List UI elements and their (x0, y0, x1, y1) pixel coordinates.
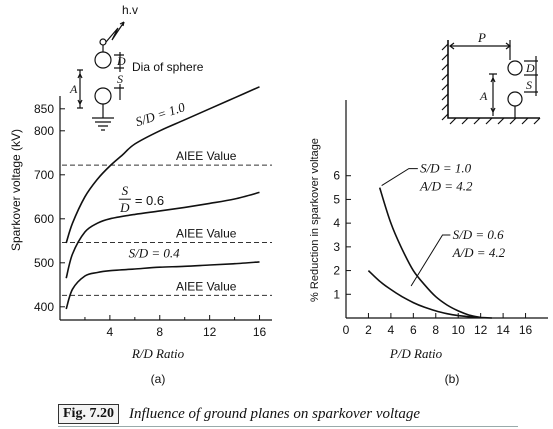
chart-a-label-fraction-den: D (119, 200, 130, 215)
chart-b-x-tick-label: 10 (452, 323, 466, 337)
p-label: P (477, 30, 486, 45)
chart-a-reference-label: AIEE Value (176, 227, 237, 241)
caption-text: Influence of ground planes on sparkover … (128, 405, 421, 422)
chart-a-series-line (65, 261, 260, 310)
chart-b-ylabel: % Reduction in sparkover voltage (309, 138, 321, 302)
chart-a-y-tick-label: 600 (34, 212, 54, 226)
figure-caption: Fig. 7.20 Influence of ground planes on … (58, 403, 420, 425)
chart-b-x-tick-label: 0 (343, 323, 350, 337)
chart-b-x-tick-label: 12 (474, 323, 488, 337)
chart-a-x-tick-label: 4 (107, 325, 114, 339)
panel-b-label: (b) (445, 372, 460, 386)
chart-a-x-tick-label: 8 (156, 325, 163, 339)
dimension-a-arrows (77, 73, 83, 105)
figure-canvas: h.v Dia of sphere D S A 400 500 600 700 800 8… (9, 3, 548, 386)
lower-sphere (94, 87, 112, 105)
chart-a-reference-label: AIEE Value (176, 279, 237, 293)
chart-b-y-tick-label: 1 (333, 287, 340, 301)
chart-b-series-line (378, 187, 481, 319)
chart-a-x-tick-label: 16 (253, 325, 267, 339)
ground-plane-hatch-vertical (441, 43, 449, 121)
ground-plane (447, 40, 540, 119)
chart-a-y-tick-label: 800 (34, 124, 54, 138)
chart-b-x-tick-label: 6 (410, 323, 417, 337)
hv-label: h.v (122, 3, 138, 17)
chart-b-x-tick-label: 2 (365, 323, 372, 337)
chart-a: 400 500 600 700 800 850 4 8 12 16 AIEE Value AIEE V… (34, 86, 272, 339)
chart-b-x-tick-label: 4 (388, 323, 395, 337)
dimension-ticks (114, 54, 124, 89)
dimension-a-b-arrows (490, 77, 496, 113)
chart-b-leader-1 (381, 168, 418, 186)
chart-b-label-2-line2: A/D = 4.2 (452, 245, 506, 260)
chart-b-y-tick-label: 2 (333, 264, 340, 278)
chart-b-label-1-line1: S/D = 1.0 (420, 161, 472, 176)
chart-b-leader-2 (410, 234, 451, 287)
upper-sphere (94, 51, 112, 69)
chart-a-label-fraction-num: S (122, 183, 129, 198)
arrow-head-icon (119, 21, 125, 27)
caption-rule (58, 426, 518, 427)
hv-terminal (99, 38, 107, 46)
chart-a-label-sd-1-0: S/D = 1.0 (134, 99, 188, 129)
chart-a-series-line (65, 191, 260, 279)
lower-sphere-b (507, 91, 523, 107)
upper-sphere-b (507, 60, 523, 76)
chart-b-series-line (367, 270, 492, 319)
chart-a-x-tick-label: 12 (203, 325, 217, 339)
panel-b-schematic (441, 40, 541, 125)
a-label-b: A (479, 89, 488, 103)
s-label-b: S (526, 78, 532, 92)
chart-b-y-tick-label: 4 (333, 216, 340, 230)
chart-b-xlabel: P/D Ratio (389, 346, 443, 361)
ground-icon (92, 104, 114, 131)
chart-a-label-fraction-rest: = 0.6 (135, 193, 164, 208)
d-label-b: D (525, 61, 535, 75)
chart-a-y-tick-label: 700 (34, 168, 54, 182)
chart-a-y-tick-label: 500 (34, 256, 54, 270)
chart-a-y-tick-label: 850 (34, 102, 54, 116)
chart-a-xlabel: R/D Ratio (131, 346, 185, 361)
chart-b-x-tick-label: 8 (432, 323, 439, 337)
chart-b-x-tick-label: 16 (519, 323, 533, 337)
ground-plane-hatch-horizontal (449, 117, 541, 125)
chart-b-y-tick-label: 6 (333, 169, 340, 183)
chart-b-label-2-line1: S/D = 0.6 (453, 227, 505, 242)
sphere-dia-label: Dia of sphere (132, 60, 204, 74)
dimension-a (77, 69, 83, 109)
dimension-a-b (489, 73, 497, 116)
panel-a-schematic (77, 21, 125, 131)
chart-b-label-1-line2: A/D = 4.2 (419, 179, 473, 194)
s-label-a: S (117, 72, 123, 86)
a-label-a: A (69, 82, 78, 96)
chart-b-x-tick-label: 14 (496, 323, 510, 337)
chart-a-ylabel: Sparkover voltage (kV) (9, 129, 23, 251)
d-label-a: D (116, 54, 126, 68)
chart-a-reference-label: AIEE Value (176, 149, 237, 163)
chart-b-y-tick-label: 3 (333, 240, 340, 254)
chart-a-series-line (65, 86, 260, 244)
chart-a-label-sd-0-4: S/D = 0.4 (129, 246, 181, 261)
panel-a-label: (a) (151, 372, 166, 386)
chart-a-y-tick-label: 400 (34, 300, 54, 314)
chart-b-y-tick-label: 5 (333, 192, 340, 206)
figure-number: Fig. 7.20 (58, 404, 119, 424)
spark-symbol-icon (105, 21, 125, 43)
